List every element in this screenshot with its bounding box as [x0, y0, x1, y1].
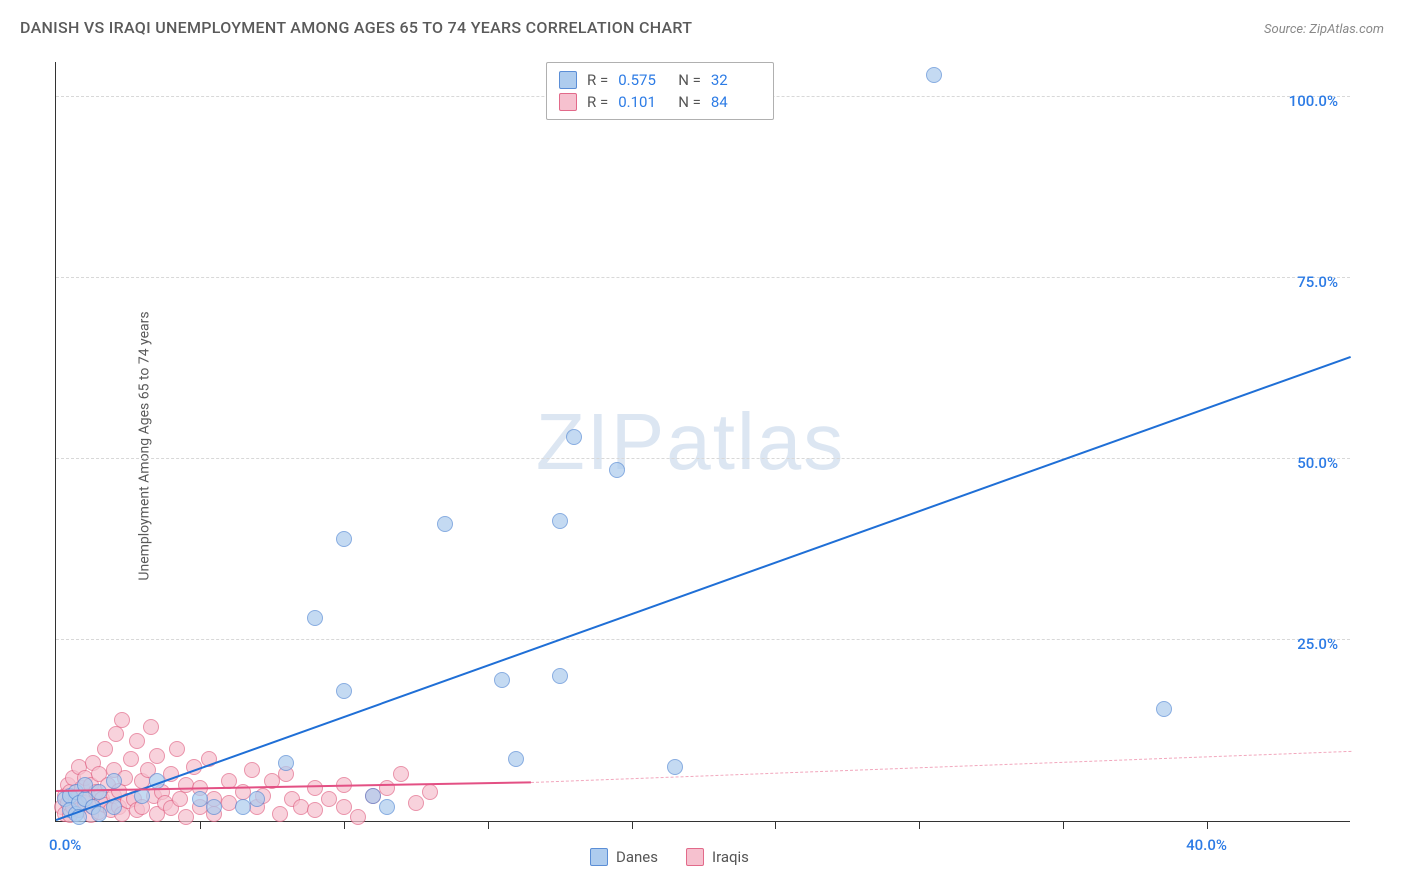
- stat-n-value: 32: [711, 71, 761, 89]
- data-point: [108, 726, 124, 742]
- data-point: [336, 531, 352, 547]
- data-point: [336, 683, 352, 699]
- data-point: [272, 806, 288, 822]
- stat-r-value: 0.575: [618, 71, 668, 89]
- data-point: [293, 799, 309, 815]
- data-point: [307, 780, 323, 796]
- chart-container: DANISH VS IRAQI UNEMPLOYMENT AMONG AGES …: [0, 0, 1406, 892]
- data-point: [97, 741, 113, 757]
- legend-stats-row: R = 0.575 N = 32: [559, 69, 761, 91]
- data-point: [667, 759, 683, 775]
- source-attribution: Source: ZipAtlas.com: [1264, 22, 1384, 37]
- x-tick-label: 40.0%: [1186, 836, 1227, 854]
- data-point: [178, 809, 194, 825]
- legend-item: Iraqis: [686, 848, 749, 866]
- chart-title: DANISH VS IRAQI UNEMPLOYMENT AMONG AGES …: [20, 18, 692, 37]
- data-point: [350, 809, 366, 825]
- stat-r-value: 0.101: [618, 93, 668, 111]
- x-tick-mark: [1207, 821, 1208, 829]
- legend-swatch: [559, 71, 577, 89]
- legend-stats-row: R = 0.101 N = 84: [559, 91, 761, 113]
- data-point: [365, 788, 381, 804]
- data-point: [249, 791, 265, 807]
- x-tick-mark: [200, 821, 201, 829]
- x-tick-mark: [919, 821, 920, 829]
- legend-series: Danes Iraqis: [590, 848, 749, 866]
- grid-line: [56, 639, 1350, 640]
- data-point: [566, 429, 582, 445]
- data-point: [149, 748, 165, 764]
- data-point: [1156, 701, 1172, 717]
- data-point: [926, 67, 942, 83]
- data-point: [307, 610, 323, 626]
- data-point: [437, 516, 453, 532]
- data-point: [408, 795, 424, 811]
- grid-line: [56, 277, 1350, 278]
- data-point: [494, 672, 510, 688]
- data-point: [422, 784, 438, 800]
- stat-n-label: N =: [678, 71, 701, 89]
- stat-r-label: R =: [587, 93, 608, 111]
- trend-line: [56, 356, 1352, 821]
- x-tick-mark: [488, 821, 489, 829]
- data-point: [307, 802, 323, 818]
- data-point: [143, 719, 159, 735]
- legend-stats-box: R = 0.575 N = 32 R = 0.101 N = 84: [546, 62, 774, 120]
- data-point: [129, 733, 145, 749]
- legend-swatch: [590, 848, 608, 866]
- x-tick-label: 0.0%: [49, 836, 81, 854]
- stat-n-value: 84: [711, 93, 761, 111]
- data-point: [221, 795, 237, 811]
- data-point: [508, 751, 524, 767]
- x-tick-mark: [775, 821, 776, 829]
- x-tick-mark: [1063, 821, 1064, 829]
- y-tick-label: 75.0%: [1297, 273, 1338, 291]
- data-point: [106, 773, 122, 789]
- data-point: [169, 741, 185, 757]
- legend-item: Danes: [590, 848, 658, 866]
- legend-label: Iraqis: [712, 848, 749, 866]
- y-tick-label: 25.0%: [1297, 635, 1338, 653]
- x-tick-mark: [632, 821, 633, 829]
- trend-line: [531, 751, 1351, 783]
- y-tick-label: 50.0%: [1297, 454, 1338, 472]
- x-tick-mark: [344, 821, 345, 829]
- y-tick-label: 100.0%: [1289, 92, 1338, 110]
- data-point: [609, 462, 625, 478]
- plot-area: ZIPatlas 25.0% 50.0% 75.0% 100.0%: [55, 62, 1350, 822]
- data-point: [244, 762, 260, 778]
- data-point: [178, 777, 194, 793]
- stat-n-label: N =: [678, 93, 701, 111]
- data-point: [114, 712, 130, 728]
- data-point: [91, 784, 107, 800]
- data-point: [336, 799, 352, 815]
- stat-r-label: R =: [587, 71, 608, 89]
- legend-swatch: [686, 848, 704, 866]
- data-point: [552, 513, 568, 529]
- data-point: [278, 755, 294, 771]
- legend-swatch: [559, 93, 577, 111]
- watermark: ZIPatlas: [536, 396, 845, 488]
- legend-label: Danes: [616, 848, 658, 866]
- data-point: [123, 751, 139, 767]
- data-point: [552, 668, 568, 684]
- data-point: [172, 791, 188, 807]
- data-point: [393, 766, 409, 782]
- grid-line: [56, 458, 1350, 459]
- data-point: [379, 799, 395, 815]
- data-point: [206, 799, 222, 815]
